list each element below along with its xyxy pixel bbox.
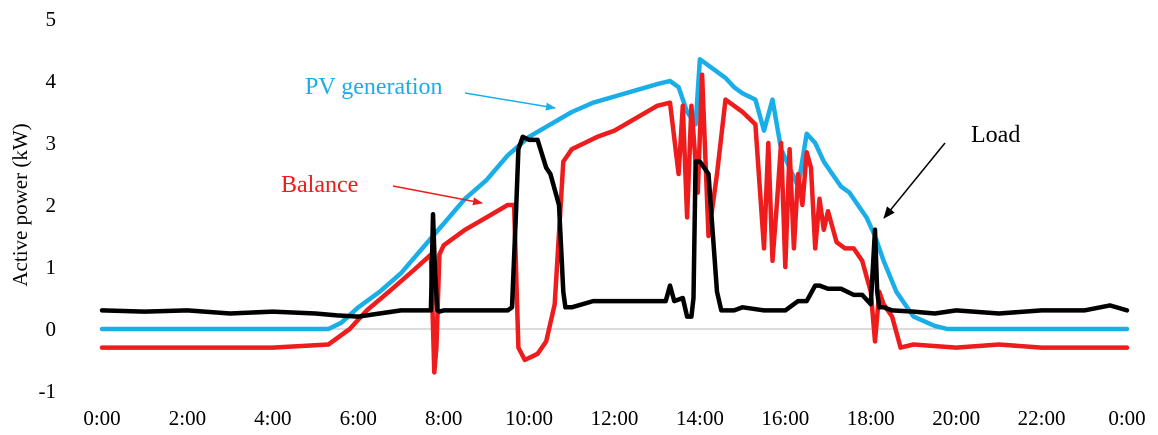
series-line-load xyxy=(99,134,1130,319)
y-tick-label: 3 xyxy=(46,131,57,155)
x-tick-label: 0:00 xyxy=(1108,406,1145,430)
x-tick-label: 8:00 xyxy=(425,406,462,430)
annotation-group: PV generation Balance Load xyxy=(281,74,1020,219)
y-tick-labels: 5 4 3 2 1 0 -1 xyxy=(39,7,57,403)
x-tick-label: 20:00 xyxy=(932,406,980,430)
annotation-load-arrow xyxy=(883,142,946,219)
annotation-balance-arrow xyxy=(392,185,483,206)
y-tick-label: 4 xyxy=(46,69,57,93)
x-tick-label: 12:00 xyxy=(591,406,639,430)
x-tick-label: 0:00 xyxy=(83,406,120,430)
y-tick-label: -1 xyxy=(39,379,57,403)
y-tick-label: 1 xyxy=(46,255,57,279)
annotation-pv-generation: PV generation xyxy=(305,74,443,100)
annotation-pv-arrow xyxy=(464,92,556,111)
x-tick-labels: 0:00 2:00 4:00 6:00 8:00 10:00 12:00 14:00 16:00… xyxy=(83,406,1145,430)
annotation-load: Load xyxy=(971,122,1020,148)
x-tick-label: 2:00 xyxy=(169,406,206,430)
x-tick-label: 18:00 xyxy=(847,406,895,430)
y-tick-label: 5 xyxy=(46,7,57,31)
x-tick-label: 10:00 xyxy=(505,406,553,430)
annotation-balance: Balance xyxy=(281,172,358,198)
x-tick-label: 16:00 xyxy=(761,406,809,430)
x-tick-label: 14:00 xyxy=(676,406,724,430)
y-tick-label: 2 xyxy=(46,193,57,217)
x-tick-label: 6:00 xyxy=(340,406,377,430)
series-group xyxy=(99,57,1130,375)
series-line-pv-generation xyxy=(99,57,1130,332)
y-tick-label: 0 xyxy=(46,317,57,341)
x-tick-label: 4:00 xyxy=(254,406,291,430)
y-axis-title: Active power (kW) xyxy=(8,123,32,286)
x-tick-label: 22:00 xyxy=(1018,406,1066,430)
